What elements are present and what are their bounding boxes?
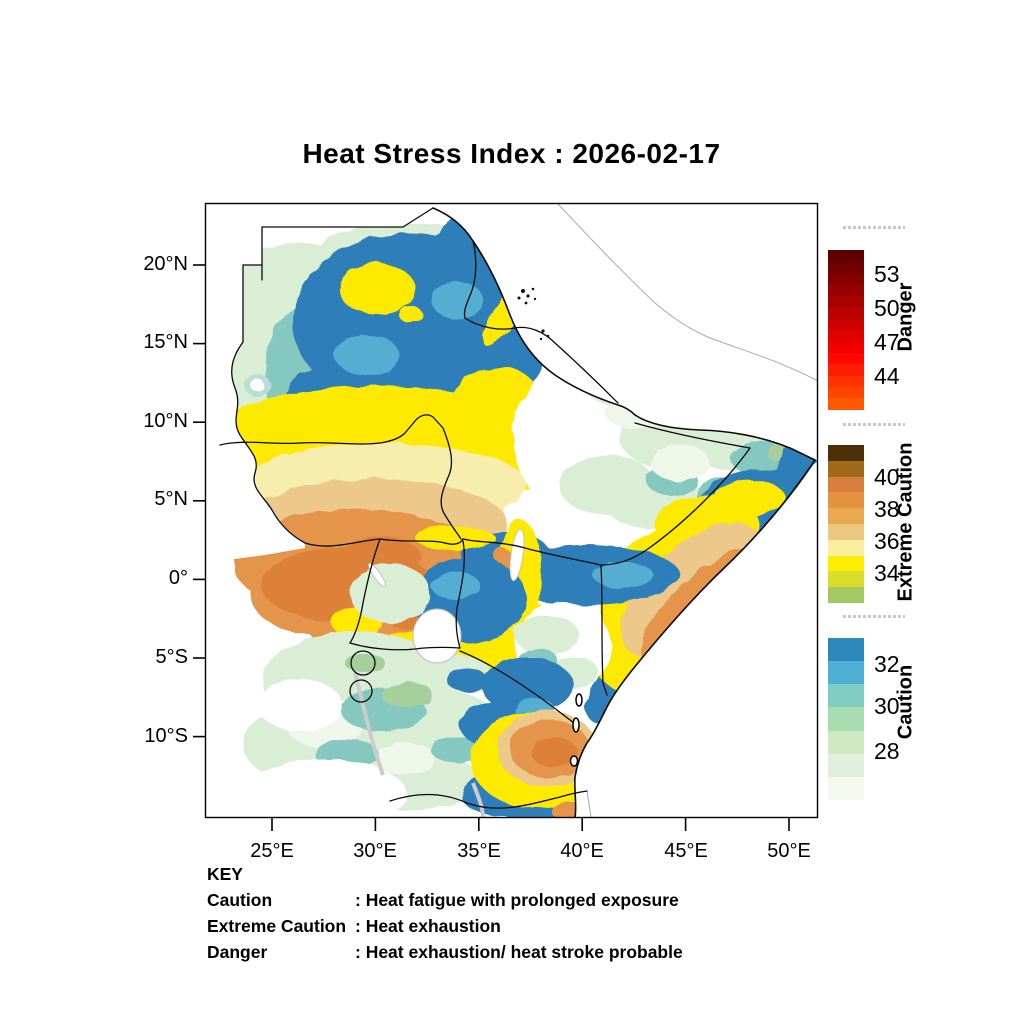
lat-tick-label: 5°S [155, 646, 188, 668]
map-frame [204, 202, 819, 819]
key-row: Danger : Heat exhaustion/ heat stroke pr… [207, 939, 683, 965]
caution-colorbar [828, 638, 864, 800]
external-coastline-layer [556, 203, 818, 818]
key-term: Caution [207, 890, 273, 910]
colorbar-fineprint [843, 226, 905, 229]
key-term: Extreme Caution [207, 916, 347, 936]
lat-tick-label: 20°N [143, 253, 188, 275]
extreme-caution-tick-label: 40 [874, 464, 900, 490]
caution-tick-label: 30 [874, 693, 900, 719]
axis-ticks [193, 264, 790, 831]
lon-tick-label: 50°E [767, 840, 811, 862]
lon-tick-label: 25°E [250, 840, 294, 862]
lat-tick-label: 0° [168, 567, 188, 589]
extreme-caution-colorbar-title: Extreme Caution [894, 442, 917, 602]
lon-tick-label: 45°E [664, 840, 708, 862]
caution-tick-label: 32 [874, 651, 900, 677]
key-heading: KEY [207, 864, 243, 884]
lon-tick-label: 40°E [560, 840, 604, 862]
extreme-caution-colorbar [828, 445, 864, 603]
map-canvas [193, 202, 819, 831]
lat-tick-label: 15°N [143, 331, 188, 353]
lon-tick-label: 30°E [353, 840, 397, 862]
lat-tick-label: 5°N [154, 488, 188, 510]
extreme-caution-tick-label: 34 [874, 560, 900, 586]
danger-tick-label: 50 [874, 295, 900, 321]
lat-tick-label: 10°S [144, 725, 188, 747]
danger-colorbar-title: Danger [894, 282, 917, 352]
extreme-caution-tick-label: 38 [874, 496, 900, 522]
key-row: Caution : Heat fatigue with prolonged ex… [207, 887, 683, 913]
danger-tick-label: 47 [874, 329, 900, 355]
lon-tick-label: 35°E [457, 840, 501, 862]
sea-mask [205, 203, 818, 818]
lakes-layer [353, 528, 525, 818]
page-title: Heat Stress Index : 2026-02-17 [302, 138, 721, 169]
key-term: Danger [207, 942, 268, 962]
caution-colorbar-title: Caution [894, 664, 917, 740]
colorbar-fineprint [843, 423, 905, 426]
key-desc: : Heat exhaustion [355, 916, 501, 936]
caution-tick-label: 28 [874, 738, 900, 764]
colorbar-fineprint [843, 615, 905, 618]
danger-colorbar [828, 250, 864, 410]
extreme-caution-tick-label: 36 [874, 528, 900, 554]
lat-tick-label: 10°N [143, 410, 188, 432]
danger-tick-label: 53 [874, 261, 900, 287]
borders-layer [219, 207, 816, 818]
key-desc: : Heat exhaustion/ heat stroke probable [355, 942, 683, 962]
key-row: Extreme Caution : Heat exhaustion [207, 913, 683, 939]
danger-tick-label: 44 [874, 363, 900, 389]
islands-layer [517, 287, 583, 767]
heat-raster-layer [205, 209, 818, 818]
key-block: KEY Caution : Heat fatigue with prolonge… [207, 861, 683, 965]
key-desc: : Heat fatigue with prolonged exposure [355, 890, 679, 910]
